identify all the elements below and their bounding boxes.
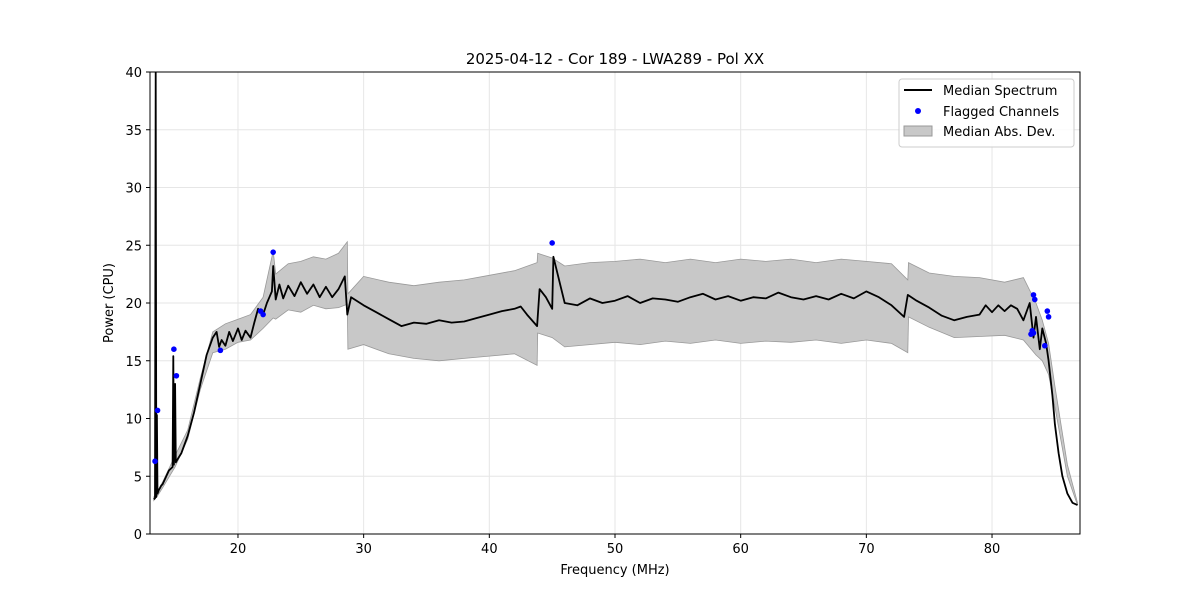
x-tick-label: 30	[355, 542, 372, 557]
flagged-channel-point	[1045, 314, 1052, 320]
legend-band-swatch	[903, 125, 933, 137]
flagged-channel-point	[152, 458, 158, 465]
y-tick-label: 20	[125, 297, 142, 312]
x-tick-label: 20	[230, 542, 247, 557]
flagged-channel-point	[260, 311, 266, 318]
legend-box	[898, 78, 1075, 148]
y-tick-label: 0	[134, 528, 142, 543]
x-tick-label: 60	[732, 542, 749, 557]
median-spectrum-line	[153, 72, 1078, 506]
flagged-channel-point	[1044, 308, 1051, 314]
flagged-channel-point	[154, 407, 161, 414]
x-tick-label: 40	[481, 542, 498, 557]
y-tick-label: 40	[125, 66, 142, 81]
y-tick-label: 5	[134, 470, 142, 485]
y-axis-label: Power (CPU)	[102, 263, 117, 343]
legend-label-median: Median Spectrum	[943, 84, 1057, 99]
plot-area	[152, 72, 1078, 506]
x-tick-label: 70	[858, 542, 875, 557]
y-tick-label: 25	[125, 239, 142, 254]
legend-label-mad: Median Abs. Dev.	[943, 125, 1055, 140]
flagged-channel-point	[549, 240, 555, 246]
flagged-channel-point	[173, 372, 180, 379]
y-tick-label: 35	[125, 124, 142, 139]
flagged-channel-point	[1030, 292, 1037, 298]
axis-ticks: 20 30 40 50 60 70 80 0 5 10 15 20 25 30 35 40	[125, 66, 1000, 557]
x-tick-label: 50	[607, 542, 624, 557]
flagged-channel-point	[1042, 342, 1048, 349]
x-axis-label: Frequency (MHz)	[560, 563, 669, 578]
x-tick-label: 80	[984, 542, 1001, 557]
y-tick-label: 30	[125, 182, 142, 197]
legend: Median Spectrum Flagged Channels Median …	[898, 78, 1075, 148]
flagged-channel-point	[1031, 296, 1038, 303]
flagged-channel-point	[1030, 330, 1037, 336]
mad-band	[153, 240, 1078, 506]
flagged-channel-point	[217, 347, 224, 354]
flagged-channel-point	[270, 249, 276, 255]
flagged-channel-point	[171, 346, 177, 353]
legend-dot-swatch	[915, 108, 921, 114]
legend-label-flagged: Flagged Channels	[943, 105, 1059, 120]
chart-title: 2025-04-12 - Cor 189 - LWA289 - Pol XX	[466, 50, 764, 68]
y-tick-label: 15	[125, 355, 142, 370]
y-tick-label: 10	[125, 413, 142, 428]
